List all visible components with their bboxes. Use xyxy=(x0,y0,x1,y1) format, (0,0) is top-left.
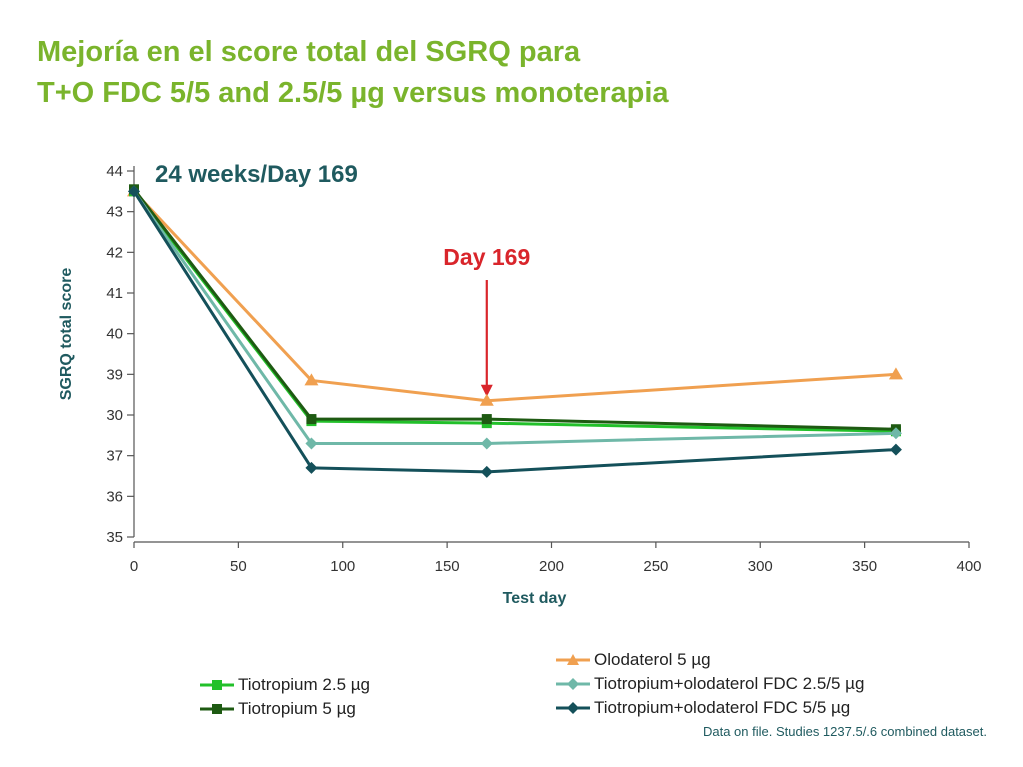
annotation-arrow-head xyxy=(480,384,493,397)
x-tick-label: 200 xyxy=(539,558,564,575)
legend-item-tiotropium-2-5: Tiotropium 2.5 µg xyxy=(200,673,370,697)
series-2-point xyxy=(481,414,492,425)
series-4-point xyxy=(305,461,318,474)
x-tick-label: 300 xyxy=(748,558,773,575)
legend-item-fdc-2-5-5: Tiotropium+olodaterol FDC 2.5/5 µg xyxy=(556,672,864,696)
legend-key-tiotropium-2-5 xyxy=(200,680,234,690)
legend-label-fdc-5-5: Tiotropium+olodaterol FDC 5/5 µg xyxy=(594,698,851,717)
y-axis-label: SGRQ total score xyxy=(58,268,75,401)
series-0-point xyxy=(304,373,319,386)
y-tick-label: 39 xyxy=(106,366,123,383)
y-tick-label: 30 xyxy=(106,407,123,424)
legend-item-tiotropium-5: Tiotropium 5 µg xyxy=(200,697,370,721)
legend-label-olodaterol: Olodaterol 5 µg xyxy=(594,650,711,669)
y-tick-label: 36 xyxy=(106,488,123,505)
y-tick-label: 43 xyxy=(106,204,123,221)
x-tick-label: 0 xyxy=(130,558,138,575)
y-tick-label: 41 xyxy=(106,285,123,302)
series-line-3 xyxy=(132,190,896,445)
x-tick-label: 400 xyxy=(956,558,981,575)
series-line-2 xyxy=(132,188,896,431)
series-4-point xyxy=(889,443,902,456)
series-line-4 xyxy=(132,190,897,474)
title-line-2: T+O FDC 5/5 and 2.5/5 µg versus monotera… xyxy=(37,77,669,109)
annotation-24-weeks: 24 weeks/Day 169 xyxy=(155,161,358,188)
y-tick-label: 37 xyxy=(106,448,123,465)
series-line-0 xyxy=(132,190,897,403)
series-4-point xyxy=(128,185,140,198)
y-tick-label: 35 xyxy=(106,529,123,546)
legend-key-tiotropium-5 xyxy=(200,704,234,714)
series-0-point xyxy=(479,393,494,406)
series-0-point xyxy=(888,367,903,380)
series-4-point xyxy=(480,465,493,478)
x-tick-label: 50 xyxy=(230,558,247,575)
series-3-point xyxy=(305,437,318,450)
series-3-point xyxy=(889,427,902,440)
x-tick-label: 150 xyxy=(435,558,460,575)
series-3-point xyxy=(480,437,493,450)
annotation-day-169: Day 169 xyxy=(443,244,530,270)
legend-key-fdc-2-5-5 xyxy=(556,678,590,690)
series-2-point xyxy=(306,414,317,425)
legend-right: Olodaterol 5 µg Tiotropium+olodaterol FD… xyxy=(556,648,864,720)
legend-item-olodaterol: Olodaterol 5 µg xyxy=(556,648,864,672)
y-tick-label: 42 xyxy=(106,244,123,261)
title-line-1: Mejoría en el score total del SGRQ para xyxy=(37,36,581,68)
chart-title: Mejoría en el score total del SGRQ para … xyxy=(37,32,669,114)
x-tick-label: 250 xyxy=(643,558,668,575)
x-tick-label: 100 xyxy=(330,558,355,575)
legend-left: Tiotropium 2.5 µg Tiotropium 5 µg xyxy=(200,673,370,721)
y-tick-label: 40 xyxy=(106,326,123,343)
legend-key-olodaterol xyxy=(556,654,590,665)
legend-label-tiotropium-2-5: Tiotropium 2.5 µg xyxy=(238,675,370,694)
x-axis-label: Test day xyxy=(503,590,567,607)
legend-item-fdc-5-5: Tiotropium+olodaterol FDC 5/5 µg xyxy=(556,696,864,720)
footnote: Data on file. Studies 1237.5/.6 combined… xyxy=(702,724,987,739)
x-tick-label: 350 xyxy=(852,558,877,575)
legend-label-tiotropium-5: Tiotropium 5 µg xyxy=(238,699,356,718)
legend-key-fdc-5-5 xyxy=(556,702,590,714)
y-tick-label: 44 xyxy=(106,163,123,180)
legend-label-fdc-2-5-5: Tiotropium+olodaterol FDC 2.5/5 µg xyxy=(594,674,865,693)
